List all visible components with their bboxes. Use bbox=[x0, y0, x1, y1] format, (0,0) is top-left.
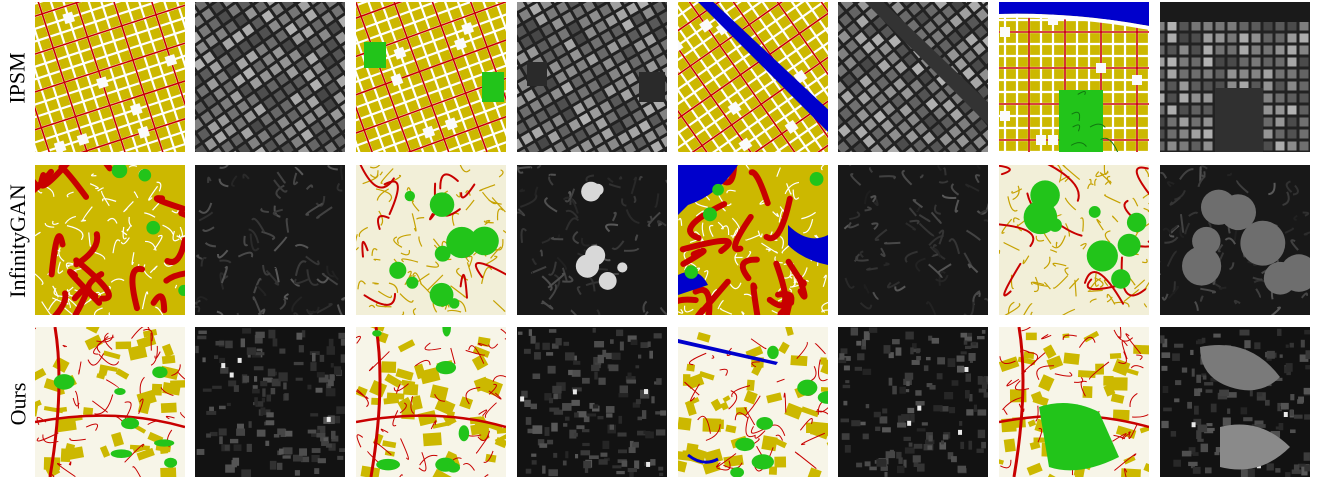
map-tile-swirl-1 bbox=[35, 165, 185, 315]
satellite-tile-organic-4 bbox=[517, 327, 667, 477]
map-tile-organic-3 bbox=[356, 327, 506, 477]
satellite-tile-grid-4 bbox=[517, 2, 667, 152]
map-image bbox=[999, 2, 1149, 152]
satellite-image bbox=[195, 2, 345, 152]
map-tile-organic-1 bbox=[35, 327, 185, 477]
map-tile-grid-7 bbox=[999, 2, 1149, 152]
row-label-text: IPSM bbox=[5, 51, 31, 104]
row-label-text: InfinityGAN bbox=[5, 183, 30, 298]
map-image bbox=[356, 327, 506, 477]
map-image bbox=[678, 165, 828, 315]
map-image bbox=[356, 2, 506, 152]
satellite-tile-swirl-8 bbox=[1160, 165, 1310, 315]
satellite-image bbox=[1160, 327, 1310, 477]
map-tile-grid-1 bbox=[35, 2, 185, 152]
satellite-image bbox=[1160, 2, 1310, 152]
satellite-image bbox=[838, 2, 988, 152]
map-image bbox=[35, 165, 185, 315]
map-image bbox=[678, 327, 828, 477]
map-image bbox=[35, 2, 185, 152]
map-tile-swirl-7 bbox=[999, 165, 1149, 315]
map-tile-swirl-3 bbox=[356, 165, 506, 315]
satellite-tile-organic-6 bbox=[838, 327, 988, 477]
map-tile-organic-5 bbox=[678, 327, 828, 477]
satellite-tile-organic-8 bbox=[1160, 327, 1310, 477]
satellite-image bbox=[517, 327, 667, 477]
map-tile-organic-7 bbox=[999, 327, 1149, 477]
satellite-image bbox=[195, 165, 345, 315]
map-tile-grid-5 bbox=[678, 2, 828, 152]
row-label-ours: Ours bbox=[0, 326, 36, 481]
satellite-image bbox=[195, 327, 345, 477]
map-tile-swirl-5 bbox=[678, 165, 828, 315]
satellite-tile-swirl-4 bbox=[517, 165, 667, 315]
satellite-tile-swirl-6 bbox=[838, 165, 988, 315]
map-image bbox=[35, 327, 185, 477]
satellite-tile-swirl-2 bbox=[195, 165, 345, 315]
satellite-image bbox=[838, 165, 988, 315]
row-label-infinitygan: InfinityGAN bbox=[0, 163, 36, 318]
satellite-tile-organic-2 bbox=[195, 327, 345, 477]
row-label-ipsm: IPSM bbox=[0, 0, 36, 155]
map-image bbox=[999, 165, 1149, 315]
map-image bbox=[999, 327, 1149, 477]
map-tile-grid-3 bbox=[356, 2, 506, 152]
map-image bbox=[356, 165, 506, 315]
satellite-tile-grid-8 bbox=[1160, 2, 1310, 152]
map-image bbox=[678, 2, 828, 152]
satellite-image bbox=[838, 327, 988, 477]
satellite-image bbox=[517, 2, 667, 152]
row-label-text: Ours bbox=[5, 382, 30, 425]
satellite-tile-grid-6 bbox=[838, 2, 988, 152]
satellite-tile-grid-2 bbox=[195, 2, 345, 152]
satellite-image bbox=[517, 165, 667, 315]
satellite-image bbox=[1160, 165, 1310, 315]
